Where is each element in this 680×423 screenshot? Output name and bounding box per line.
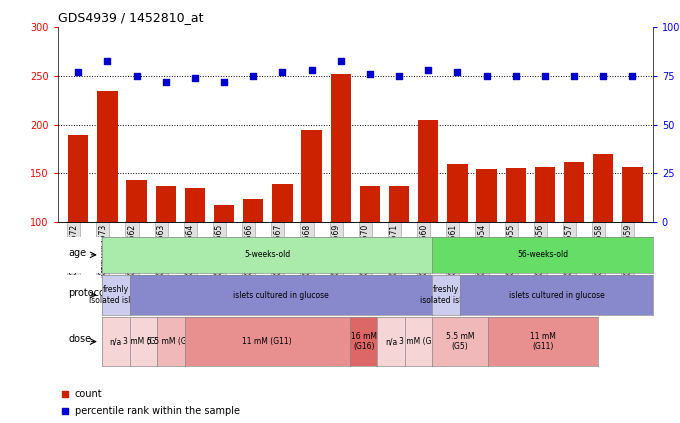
Point	[160, 79, 171, 85]
Bar	[477, 169, 497, 222]
Point	[60, 408, 71, 415]
Text: freshly
isolated islets: freshly isolated islets	[420, 286, 473, 305]
Text: freshly
isolated islets: freshly isolated islets	[89, 286, 142, 305]
Point	[335, 57, 346, 64]
Point	[627, 73, 638, 80]
Bar	[534, 167, 555, 222]
Point	[218, 79, 229, 85]
Text: dose: dose	[69, 334, 92, 344]
Point	[73, 69, 84, 76]
Bar	[185, 188, 205, 222]
Bar	[418, 120, 439, 222]
Point	[539, 73, 550, 80]
Text: protocol: protocol	[69, 288, 108, 298]
Text: 11 mM
(G11): 11 mM (G11)	[530, 332, 556, 351]
Bar	[68, 135, 88, 222]
Bar	[156, 186, 176, 222]
Point	[423, 67, 434, 74]
Text: 16 mM
(G16): 16 mM (G16)	[351, 332, 377, 351]
Bar	[214, 205, 234, 222]
Text: n/a: n/a	[385, 337, 397, 346]
Text: 3 mM (G3): 3 mM (G3)	[398, 337, 439, 346]
Bar	[447, 164, 468, 222]
Point	[452, 69, 463, 76]
Text: 5.5 mM
(G5): 5.5 mM (G5)	[446, 332, 474, 351]
Point	[102, 57, 113, 64]
Bar	[389, 186, 409, 222]
Point	[598, 73, 609, 80]
Bar	[564, 162, 584, 222]
Bar	[330, 74, 351, 222]
Bar	[126, 180, 147, 222]
Point	[394, 73, 405, 80]
Point	[190, 75, 201, 82]
Bar	[272, 184, 292, 222]
Text: count: count	[75, 390, 103, 399]
Bar	[360, 186, 380, 222]
Point	[364, 71, 375, 77]
Bar	[622, 167, 643, 222]
Point	[510, 73, 521, 80]
Point	[248, 73, 258, 80]
Point	[131, 73, 142, 80]
Point	[306, 67, 317, 74]
Point	[60, 391, 71, 398]
Text: 5.5 mM (G5): 5.5 mM (G5)	[147, 337, 194, 346]
Text: percentile rank within the sample: percentile rank within the sample	[75, 407, 240, 416]
Text: 3 mM (G3): 3 mM (G3)	[123, 337, 163, 346]
Text: 11 mM (G11): 11 mM (G11)	[243, 337, 292, 346]
Point	[481, 73, 492, 80]
Text: n/a: n/a	[109, 337, 122, 346]
Bar	[593, 154, 613, 222]
Bar	[505, 168, 526, 222]
Text: GDS4939 / 1452810_at: GDS4939 / 1452810_at	[58, 11, 203, 24]
Text: islets cultured in glucose: islets cultured in glucose	[509, 291, 605, 299]
Bar	[243, 199, 263, 222]
Point	[568, 73, 579, 80]
Text: 5-weeks-old: 5-weeks-old	[244, 250, 290, 259]
Text: age: age	[69, 248, 86, 258]
Point	[277, 69, 288, 76]
Text: 56-weeks-old: 56-weeks-old	[517, 250, 568, 259]
Bar	[97, 91, 118, 222]
Bar	[301, 130, 322, 222]
Text: islets cultured in glucose: islets cultured in glucose	[233, 291, 329, 299]
